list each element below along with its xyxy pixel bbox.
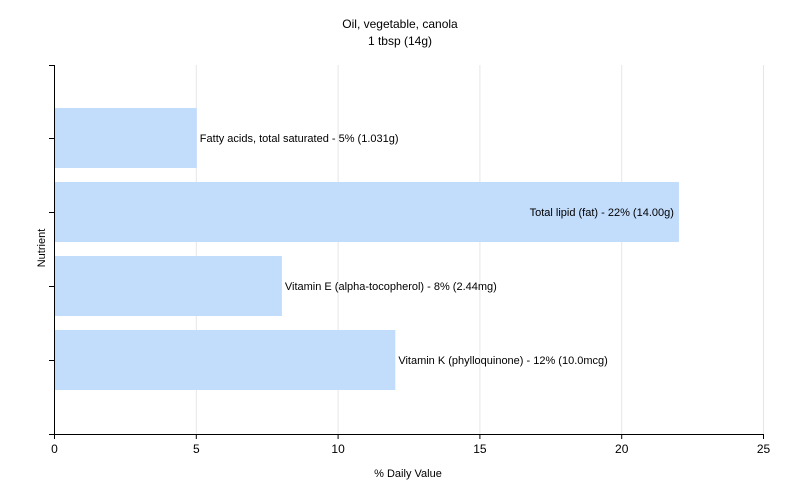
- bar: [55, 108, 197, 168]
- bar-label: Vitamin K (phylloquinone) - 12% (10.0mcg…: [398, 355, 608, 367]
- bars: Fatty acids, total saturated - 5% (1.031…: [55, 108, 679, 390]
- x-tick-label: 25: [757, 442, 771, 456]
- bar: [55, 256, 282, 316]
- bar: [55, 330, 396, 390]
- axes: 0 5 10 15 20 25: [49, 65, 770, 456]
- chart-subtitle: 1 tbsp (14g): [368, 34, 432, 48]
- bar: [55, 182, 679, 242]
- x-tick-label: 20: [615, 442, 629, 456]
- bar-label: Total lipid (fat) - 22% (14.00g): [530, 207, 674, 219]
- y-axis-title: Nutrient: [36, 229, 48, 268]
- x-tick-label: 5: [193, 442, 200, 456]
- bar-label: Vitamin E (alpha-tocopherol) - 8% (2.44m…: [285, 281, 497, 293]
- chart-title: Oil, vegetable, canola: [342, 17, 458, 31]
- x-tick-label: 0: [51, 442, 58, 456]
- x-axis-title: % Daily Value: [374, 468, 442, 480]
- x-tick-label: 10: [331, 442, 345, 456]
- x-tick-label: 15: [473, 442, 487, 456]
- bar-label: Fatty acids, total saturated - 5% (1.031…: [200, 133, 399, 145]
